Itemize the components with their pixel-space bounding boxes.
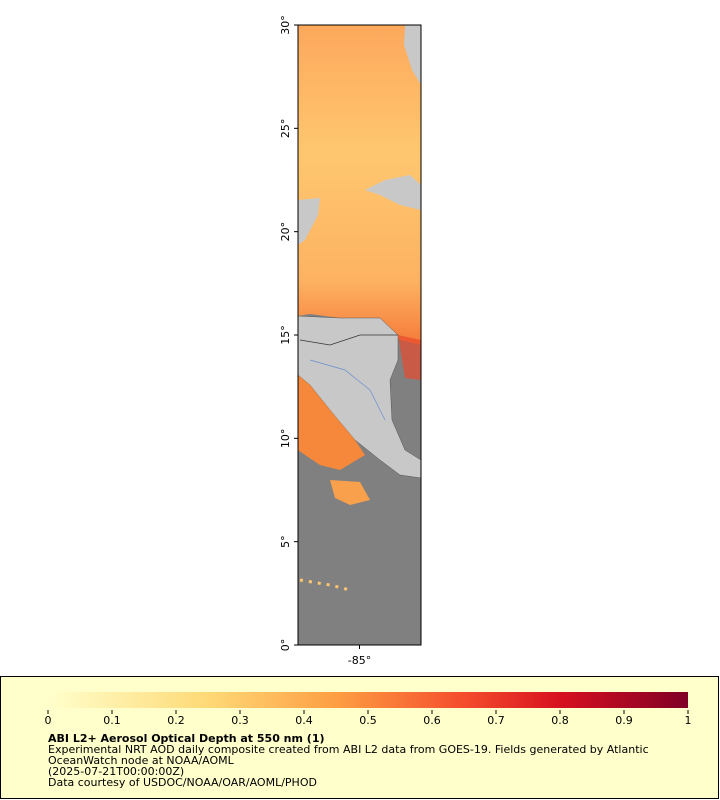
colorbar-tick-label: 0.9 — [615, 714, 633, 727]
lat-tick-label: 15° — [279, 325, 292, 345]
legend-line: Experimental NRT AOD daily composite cre… — [48, 743, 649, 756]
legend-line: OceanWatch node at NOAA/AOML — [48, 754, 235, 767]
lat-tick-label: 5° — [279, 535, 292, 548]
colorbar-tick-label: 0.1 — [103, 714, 121, 727]
colorbar-tick-label: 0.5 — [359, 714, 377, 727]
colorbar-tick-label: 0.3 — [231, 714, 249, 727]
colorbar-tick-label: 0.6 — [423, 714, 441, 727]
lat-tick-label: 20° — [279, 222, 292, 242]
colorbar-tick-label: 0 — [45, 714, 52, 727]
colorbar-tick-label: 0.7 — [487, 714, 505, 727]
lat-tick-label: 0° — [279, 639, 292, 652]
lat-tick-label: 10° — [279, 429, 292, 449]
legend-title: ABI L2+ Aerosol Optical Depth at 550 nm … — [48, 732, 325, 745]
map-image — [298, 25, 421, 645]
lat-tick-label: 30° — [279, 15, 292, 35]
colorbar-tick-label: 0.4 — [295, 714, 313, 727]
lon-tick-label: -85° — [348, 654, 371, 667]
legend-line: Data courtesy of USDOC/NOAA/OAR/AOML/PHO… — [48, 776, 317, 789]
lat-tick-label: 25° — [279, 119, 292, 139]
colorbar-tick-label: 0.2 — [167, 714, 185, 727]
colorbar-tick-label: 0.8 — [551, 714, 569, 727]
colorbar-tick-label: 1 — [685, 714, 692, 727]
colorbar — [48, 692, 688, 708]
legend-line: (2025-07-21T00:00:00Z) — [48, 765, 184, 778]
